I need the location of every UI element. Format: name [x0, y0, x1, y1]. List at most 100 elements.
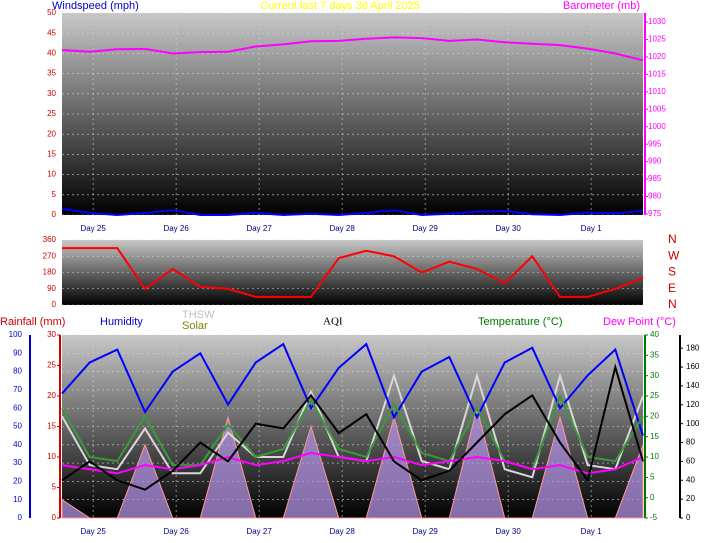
tick-label: 35	[650, 350, 659, 359]
tick-label: 5	[52, 483, 57, 492]
x-tick-label: Day 28	[329, 527, 355, 536]
tick-label: 20	[47, 129, 56, 138]
tick-label: 360	[43, 235, 57, 244]
tick-label: -5	[650, 513, 658, 522]
x-tick-label: Day 27	[246, 224, 272, 233]
tick-label: 20	[13, 477, 22, 486]
tick-label: 1030	[648, 17, 666, 26]
tick-label: 0	[52, 513, 57, 522]
tick-label: 1000	[648, 122, 666, 131]
tick-label: 990	[648, 157, 662, 166]
series-line	[61, 36, 644, 62]
tick-label: 20	[47, 391, 56, 400]
tick-label: 1025	[648, 35, 666, 44]
series-line	[61, 342, 644, 436]
tick-label: 50	[47, 8, 56, 17]
tick-label: S	[668, 265, 676, 279]
tick-label: 0	[650, 493, 655, 502]
tick-label: 20	[650, 411, 659, 420]
tick-label: 25	[47, 109, 56, 118]
x-tick-label: Day 25	[80, 527, 106, 536]
x-tick-label: Day 29	[412, 527, 438, 536]
tick-label: 30	[47, 89, 56, 98]
x-tick-label: Day 1	[581, 224, 602, 233]
series-line	[61, 393, 644, 471]
x-tick-label: Day 30	[495, 527, 521, 536]
tick-label: 0	[52, 210, 57, 219]
tick-label: 90	[13, 348, 22, 357]
x-tick-label: Day 26	[163, 224, 189, 233]
tick-label: 30	[650, 371, 659, 380]
tick-label: 995	[648, 139, 662, 148]
tick-label: 0	[52, 300, 57, 309]
x-tick-label: Day 28	[329, 224, 355, 233]
axis-label: Windspeed (mph)	[52, 0, 139, 12]
tick-label: 180	[43, 268, 57, 277]
tick-label: 5	[650, 472, 655, 481]
tick-label: 10	[47, 452, 56, 461]
tick-label: 80	[13, 367, 22, 376]
legend-label: Solar	[182, 320, 208, 332]
x-tick-label: Day 27	[246, 527, 272, 536]
axis-label: Rainfall (mm)	[0, 316, 65, 328]
tick-label: 985	[648, 174, 662, 183]
tick-label: 40	[47, 49, 56, 58]
tick-label: 100	[9, 330, 23, 339]
series-line	[61, 207, 644, 217]
tick-label: 80	[686, 438, 695, 447]
tick-label: 25	[47, 361, 56, 370]
tick-label: 30	[13, 458, 22, 467]
tick-label: 975	[648, 209, 662, 218]
x-tick-label: Day 1	[581, 527, 602, 536]
tick-label: 20	[686, 494, 695, 503]
series-line	[61, 363, 644, 491]
tick-label: 15	[47, 150, 56, 159]
tick-label: 0	[686, 513, 691, 522]
tick-label: 120	[686, 400, 700, 409]
tick-label: N	[668, 232, 677, 246]
tick-label: 90	[47, 284, 56, 293]
tick-label: 40	[686, 475, 695, 484]
tick-label: W	[668, 248, 680, 262]
tick-label: 45	[47, 28, 56, 37]
tick-label: 10	[650, 452, 659, 461]
axis-label: Barometer (mb)	[563, 0, 640, 12]
tick-label: 1010	[648, 87, 666, 96]
tick-label: 40	[650, 330, 659, 339]
legend-label: THSW	[182, 309, 215, 321]
area	[61, 408, 644, 519]
tick-label: 30	[47, 330, 56, 339]
legend-label: Humidity	[100, 316, 143, 328]
x-tick-label: Day 29	[412, 224, 438, 233]
legend-label: AQI	[323, 316, 343, 328]
tick-label: 10	[47, 170, 56, 179]
series-line	[62, 247, 644, 298]
tick-label: 1020	[648, 52, 666, 61]
tick-label: 100	[686, 419, 700, 428]
tick-label: 15	[650, 432, 659, 441]
tick-label: 25	[650, 391, 659, 400]
tick-label: 1015	[648, 70, 666, 79]
tick-label: 180	[686, 343, 700, 352]
legend-label: Dew Point (°C)	[603, 316, 676, 328]
tick-label: 980	[648, 192, 662, 201]
chart-title: Current last 7 days 30 April 2025	[260, 0, 420, 12]
tick-label: N	[668, 297, 677, 311]
tick-label: 0	[18, 513, 23, 522]
x-tick-label: Day 25	[80, 224, 106, 233]
tick-label: 140	[686, 381, 700, 390]
tick-label: 1005	[648, 104, 666, 113]
tick-label: 35	[47, 69, 56, 78]
x-tick-label: Day 30	[495, 224, 521, 233]
tick-label: 10	[13, 495, 22, 504]
tick-label: 15	[47, 422, 56, 431]
tick-label: 160	[686, 362, 700, 371]
series-line	[61, 451, 644, 475]
tick-label: 70	[13, 385, 22, 394]
tick-label: 60	[686, 457, 695, 466]
tick-label: 5	[52, 190, 57, 199]
x-tick-label: Day 26	[163, 527, 189, 536]
tick-label: E	[668, 281, 676, 295]
tick-label: 270	[43, 251, 57, 260]
